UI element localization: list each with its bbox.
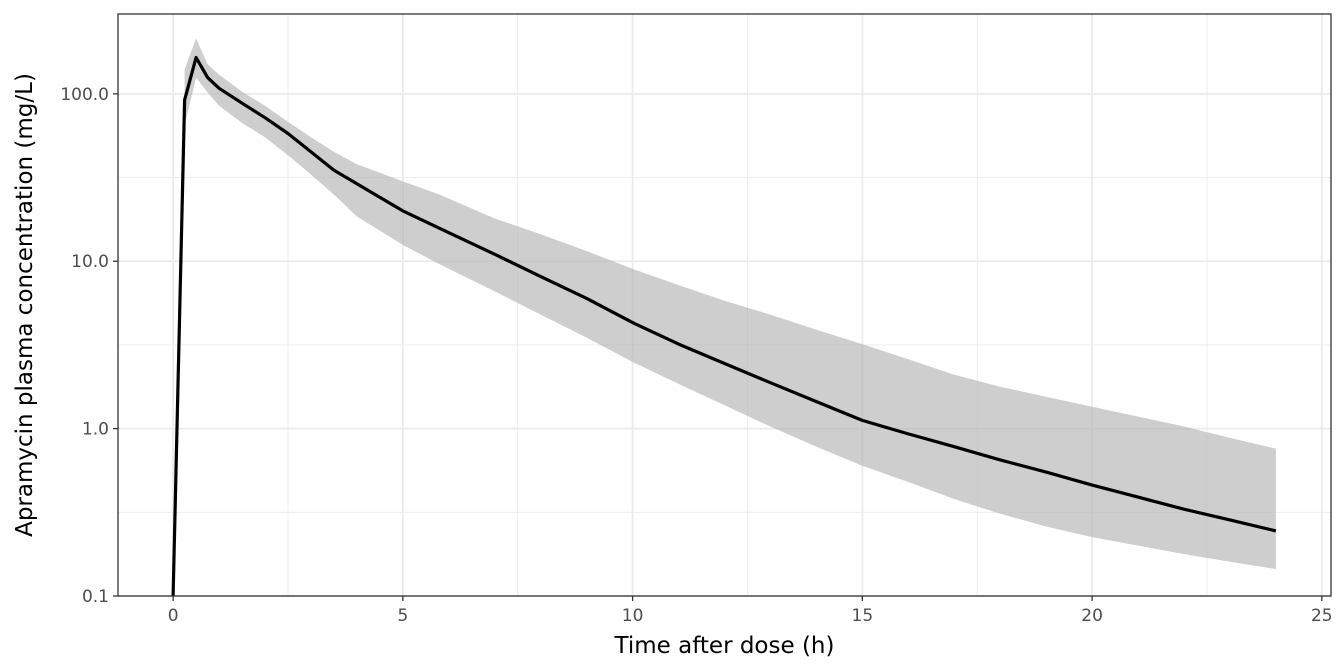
- x-tick-label: 10: [622, 606, 644, 626]
- x-tick-label: 25: [1311, 606, 1333, 626]
- x-axis-ticks: 0 5 10 15 20 25: [168, 596, 1333, 626]
- y-axis-ticks: 0.1 1.0 10.0 100.0: [60, 85, 118, 607]
- y-tick-label: 100.0: [60, 85, 109, 105]
- x-tick-label: 15: [852, 606, 874, 626]
- y-axis-title: Apramycin plasma concentration (mg/L): [12, 73, 38, 537]
- x-tick-label: 0: [168, 606, 179, 626]
- x-tick-label: 5: [397, 606, 408, 626]
- prediction-interval-band: [184, 38, 1276, 569]
- x-axis-title: Time after dose (h): [614, 633, 835, 659]
- y-tick-label: 10.0: [71, 252, 109, 272]
- median-concentration-line: [171, 55, 1277, 597]
- panel-border: [117, 13, 1332, 597]
- x-tick-label: 20: [1081, 606, 1103, 626]
- y-tick-label: 1.0: [82, 420, 109, 440]
- y-tick-label: 0.1: [82, 587, 109, 607]
